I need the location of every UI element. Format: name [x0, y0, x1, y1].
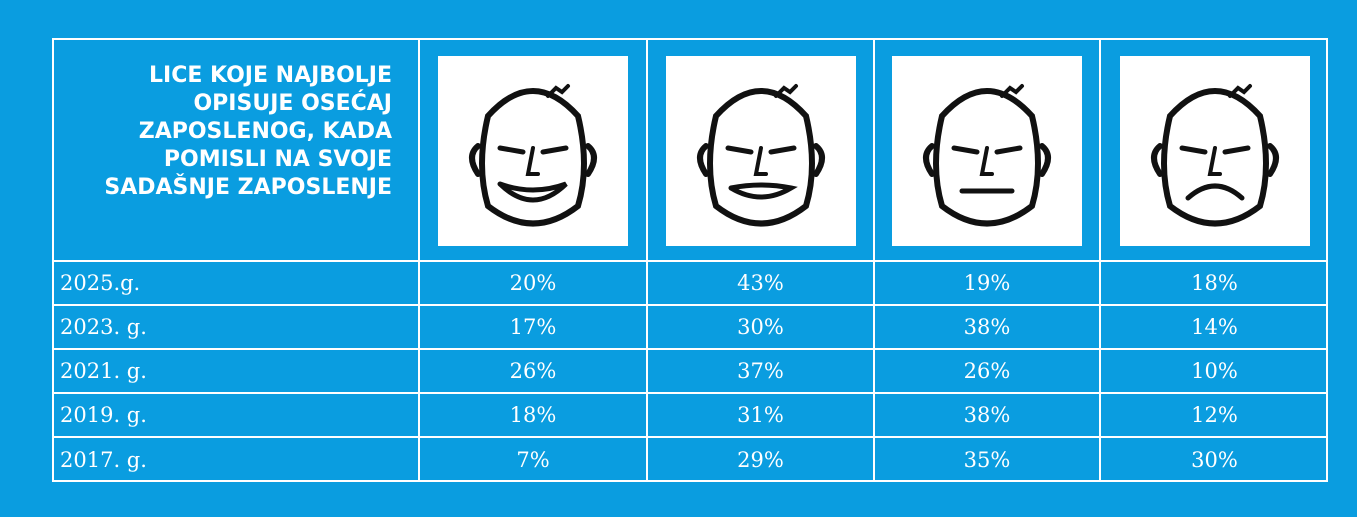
title-line: LICE KOJE NAJBOLJE: [54, 62, 392, 90]
percent-cell: 30%: [648, 306, 875, 350]
year-label: 2019. g.: [54, 394, 420, 438]
percent-cell: 37%: [648, 350, 875, 394]
face-drawing: [666, 56, 856, 246]
year-label: 2025.g.: [54, 262, 420, 306]
face-cell: [1101, 40, 1328, 262]
percent-cell: 29%: [648, 438, 875, 482]
percent-cell: 7%: [420, 438, 648, 482]
percent-cell: 20%: [420, 262, 648, 306]
percent-cell: 10%: [1101, 350, 1328, 394]
percent-cell: 18%: [1101, 262, 1328, 306]
title-line: POMISLI NA SVOJE: [54, 146, 392, 174]
face-drawing: [892, 56, 1082, 246]
percent-cell: 30%: [1101, 438, 1328, 482]
title-line: SADAŠNJE ZAPOSLENJE: [54, 174, 392, 202]
percent-cell: 26%: [420, 350, 648, 394]
percent-cell: 38%: [875, 306, 1101, 350]
title-line: ZAPOSLENOG, KADA: [54, 118, 392, 146]
percent-cell: 35%: [875, 438, 1101, 482]
face-icon: [892, 56, 1082, 246]
percent-cell: 19%: [875, 262, 1101, 306]
face-icon: [438, 56, 628, 246]
page: LICE KOJE NAJBOLJEOPISUJE OSEĆAJZAPOSLEN…: [0, 0, 1357, 517]
percent-cell: 14%: [1101, 306, 1328, 350]
face-drawing: [438, 56, 628, 246]
year-label: 2021. g.: [54, 350, 420, 394]
percent-cell: 38%: [875, 394, 1101, 438]
year-label: 2023. g.: [54, 306, 420, 350]
percent-cell: 12%: [1101, 394, 1328, 438]
face-cell: [648, 40, 875, 262]
face-icon: [1120, 56, 1310, 246]
face-icon: [666, 56, 856, 246]
percent-cell: 26%: [875, 350, 1101, 394]
face-cell: [420, 40, 648, 262]
face-cell: [875, 40, 1101, 262]
percent-cell: 18%: [420, 394, 648, 438]
year-label: 2017. g.: [54, 438, 420, 482]
percent-cell: 17%: [420, 306, 648, 350]
percent-cell: 43%: [648, 262, 875, 306]
percent-cell: 31%: [648, 394, 875, 438]
title-line: OPISUJE OSEĆAJ: [54, 90, 392, 118]
face-drawing: [1120, 56, 1310, 246]
